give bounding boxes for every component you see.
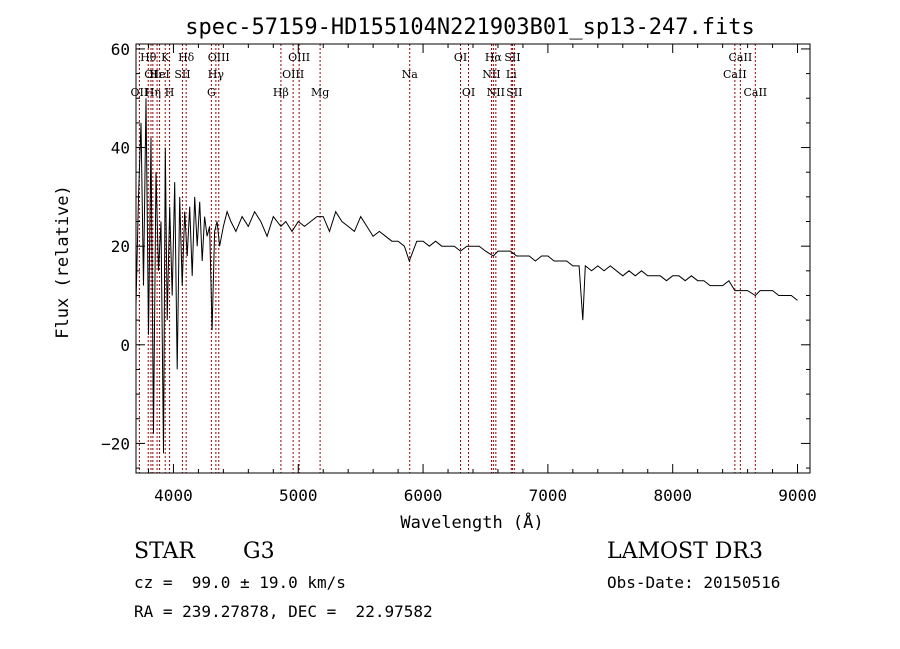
coordinates-line: RA = 239.27878, DEC = 22.97582 <box>134 602 433 621</box>
x-tick-label: 6000 <box>404 486 443 505</box>
x-axis-label: Wavelength (Å) <box>400 511 543 533</box>
line-markers <box>138 44 756 473</box>
line-marker-label: Mg <box>311 86 329 99</box>
y-tick-label: 40 <box>111 139 130 158</box>
line-marker-label: OI <box>462 86 475 99</box>
line-marker-label: CaII <box>743 86 767 99</box>
line-marker-label: OII <box>131 86 149 99</box>
y-axis-label: Flux (relative) <box>53 185 73 339</box>
x-tick-label: 4000 <box>154 486 193 505</box>
line-marker-label: OIII <box>208 51 230 64</box>
x-tick-label: 5000 <box>279 486 318 505</box>
line-marker-label: Hη <box>145 86 161 99</box>
y-tick-label: 60 <box>111 40 130 59</box>
y-tick-label: 0 <box>120 336 130 355</box>
line-marker-label: SII <box>506 86 522 99</box>
plot-frame <box>135 43 811 474</box>
line-marker-label: HeI <box>149 68 169 81</box>
x-tick-label: 9000 <box>778 486 817 505</box>
line-marker-label: OIII <box>288 51 310 64</box>
line-marker-label: NII <box>482 68 500 81</box>
line-marker-label: Hα <box>485 51 503 64</box>
line-marker-label: Li <box>506 68 517 81</box>
chart-title: spec-57159-HD155104N221903B01_sp13-247.f… <box>185 15 755 40</box>
line-marker-label: H <box>165 86 175 99</box>
object-subclass: G3 <box>243 539 275 564</box>
x-tick-label: 8000 <box>653 486 692 505</box>
object-class: STAR <box>134 539 195 564</box>
line-marker-label: Hδ <box>178 51 195 64</box>
line-marker-label: SII <box>174 68 190 81</box>
line-marker-label: CaII <box>723 68 747 81</box>
line-marker-label: NII <box>487 86 505 99</box>
x-axis-ticks: 4000 5000 6000 7000 8000 9000 <box>147 44 817 505</box>
spectrum-line-0 <box>135 98 798 454</box>
line-marker-label: G <box>207 86 216 99</box>
line-marker-label: OI <box>454 51 467 64</box>
line-marker-label: K <box>161 51 170 64</box>
x-tick-label: 7000 <box>529 486 568 505</box>
line-marker-label: Hγ <box>208 68 225 81</box>
y-tick-label: −20 <box>101 434 130 453</box>
line-marker-label: Na <box>402 68 419 81</box>
y-tick-label: 20 <box>111 237 130 256</box>
line-marker-label: CaII <box>729 51 753 64</box>
line-marker-label: Hβ <box>273 86 289 99</box>
y-axis-ticks: 60 40 20 0 −20 <box>101 40 810 469</box>
line-marker-label: OI <box>144 68 157 81</box>
line-marker-label: SII <box>504 51 520 64</box>
redshift-line: cz = 99.0 ± 19.0 km/s <box>134 573 346 592</box>
survey-name: LAMOST DR3 <box>607 539 763 564</box>
line-marker-label: Hε <box>149 68 165 81</box>
obs-date: Obs-Date: 20150516 <box>607 573 781 592</box>
series-group <box>135 98 798 454</box>
line-marker-label: Hθ <box>140 51 157 64</box>
line-marker-label: OIII <box>282 68 304 81</box>
